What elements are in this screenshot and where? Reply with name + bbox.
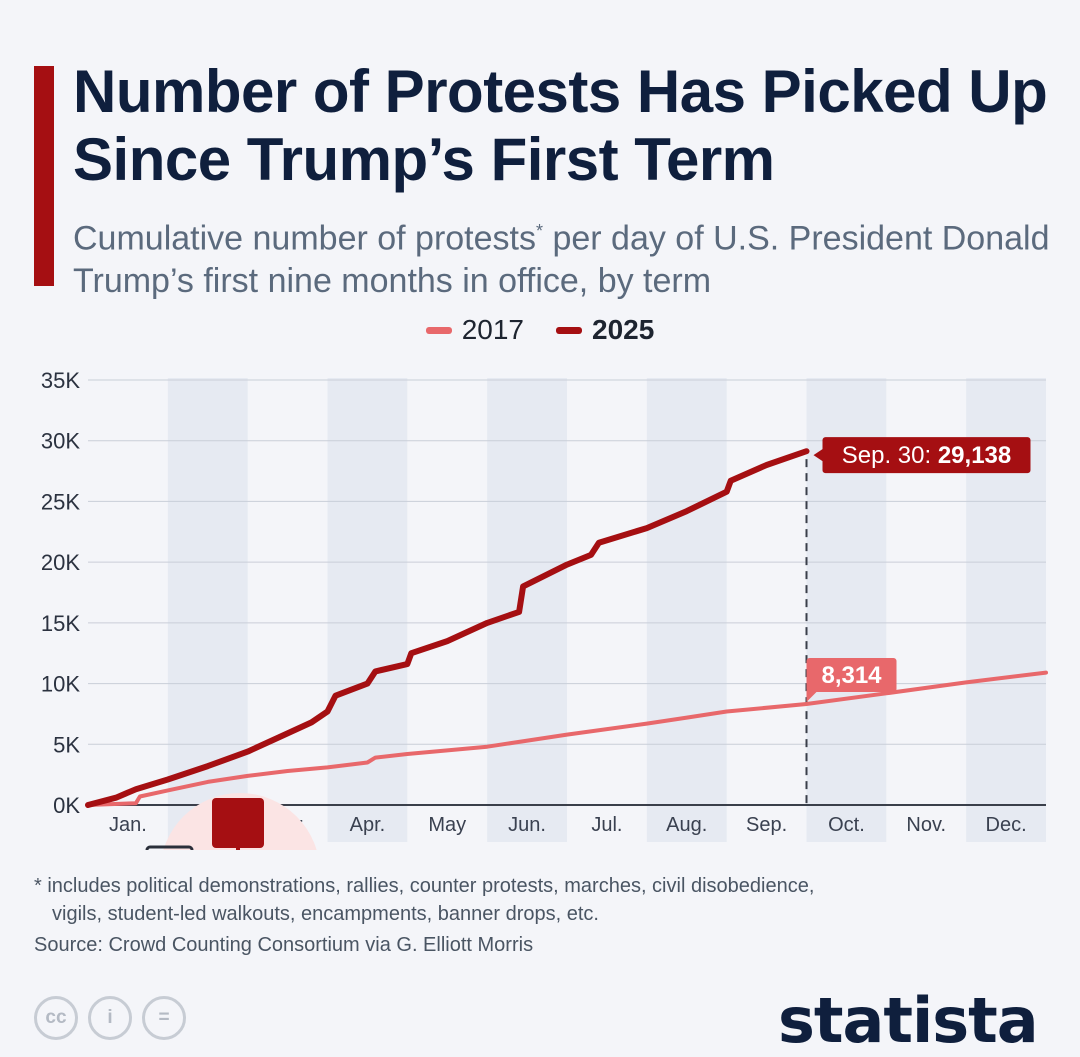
callout-box-2025 <box>822 437 1031 474</box>
y-tick-label: 20K <box>41 550 80 575</box>
chart-subtitle: Cumulative number of protests* per day o… <box>73 210 1063 303</box>
series-line-2025 <box>85 448 810 808</box>
x-tick-label: Aug. <box>666 814 707 836</box>
equals-icon[interactable]: = <box>142 996 186 1040</box>
month-bands <box>167 378 1046 842</box>
legend-swatch-2017 <box>425 326 452 334</box>
person-icon[interactable]: i <box>88 996 132 1040</box>
chart-title: Number of Protests Has Picked Up Since T… <box>73 58 1048 193</box>
x-tick-label: Jun. <box>508 814 546 836</box>
value-callouts: Sep. 30: 29,138 8,314 <box>806 437 1031 703</box>
legend-label-2025: 2025 <box>592 314 655 345</box>
legend-item-2025: 2025 <box>556 314 654 346</box>
footnote: * includes political demonstrations, ral… <box>34 872 1054 928</box>
callout-pointer-2025 <box>813 449 823 462</box>
statista-logo[interactable]: statista <box>778 984 1039 1057</box>
x-tick-label: Jan. <box>109 814 147 836</box>
callout-label-2017: 8,314 <box>821 662 882 689</box>
chart-legend: 2017 2025 <box>0 314 1080 346</box>
y-tick-label: 5K <box>53 732 80 757</box>
source-note: Source: Crowd Counting Consortium via G.… <box>34 934 534 956</box>
series-lines <box>85 448 1048 808</box>
title-accent-bar <box>34 66 54 286</box>
legend-item-2017: 2017 <box>425 314 524 346</box>
callout-label-2025: Sep. 30: 29,138 <box>842 442 1011 469</box>
protest-illustration-icon <box>145 793 317 850</box>
license-icons: cc i = <box>34 996 186 1040</box>
footnote-line-1: * includes political demonstrations, ral… <box>34 875 815 897</box>
subtitle-text-rest: per day of U.S. President Donald Trump’s… <box>73 219 1050 301</box>
cc-icon[interactable]: cc <box>34 996 78 1040</box>
x-tick-label: Sep. <box>746 814 787 836</box>
x-tick-label: Apr. <box>350 814 386 836</box>
subtitle-text: Cumulative number of protests <box>73 219 536 258</box>
y-tick-label: 35K <box>41 368 80 393</box>
y-tick-label: 15K <box>41 611 80 636</box>
x-tick-label: Jul. <box>591 814 622 836</box>
x-tick-label: Oct. <box>828 814 865 836</box>
y-tick-label: 30K <box>41 429 80 454</box>
x-tick-label: May <box>428 814 466 836</box>
y-tick-label: 25K <box>41 489 80 514</box>
y-tick-label: 0K <box>53 793 80 818</box>
legend-label-2017: 2017 <box>461 314 524 345</box>
y-tick-label: 10K <box>41 672 80 697</box>
x-tick-label: Dec. <box>986 814 1027 836</box>
footnote-line-2: vigils, student-led walkouts, encampment… <box>52 903 599 925</box>
x-axis-ticks: Jan.Feb.Mar.Apr.MayJun.Jul.Aug.Sep.Oct.N… <box>109 814 1027 836</box>
legend-swatch-2025 <box>556 326 582 334</box>
y-axis-ticks: 0K 5K 10K 15K 20K 25K 30K 35K <box>41 368 80 818</box>
series-line-2017 <box>86 670 1048 807</box>
callout-box-2017 <box>806 658 897 693</box>
callout-pointer-2017 <box>806 690 819 703</box>
month-band <box>487 378 567 842</box>
subtitle-asterisk: * <box>535 221 543 241</box>
x-tick-label: Nov. <box>906 814 946 836</box>
month-band <box>327 378 408 842</box>
month-band <box>646 378 727 842</box>
